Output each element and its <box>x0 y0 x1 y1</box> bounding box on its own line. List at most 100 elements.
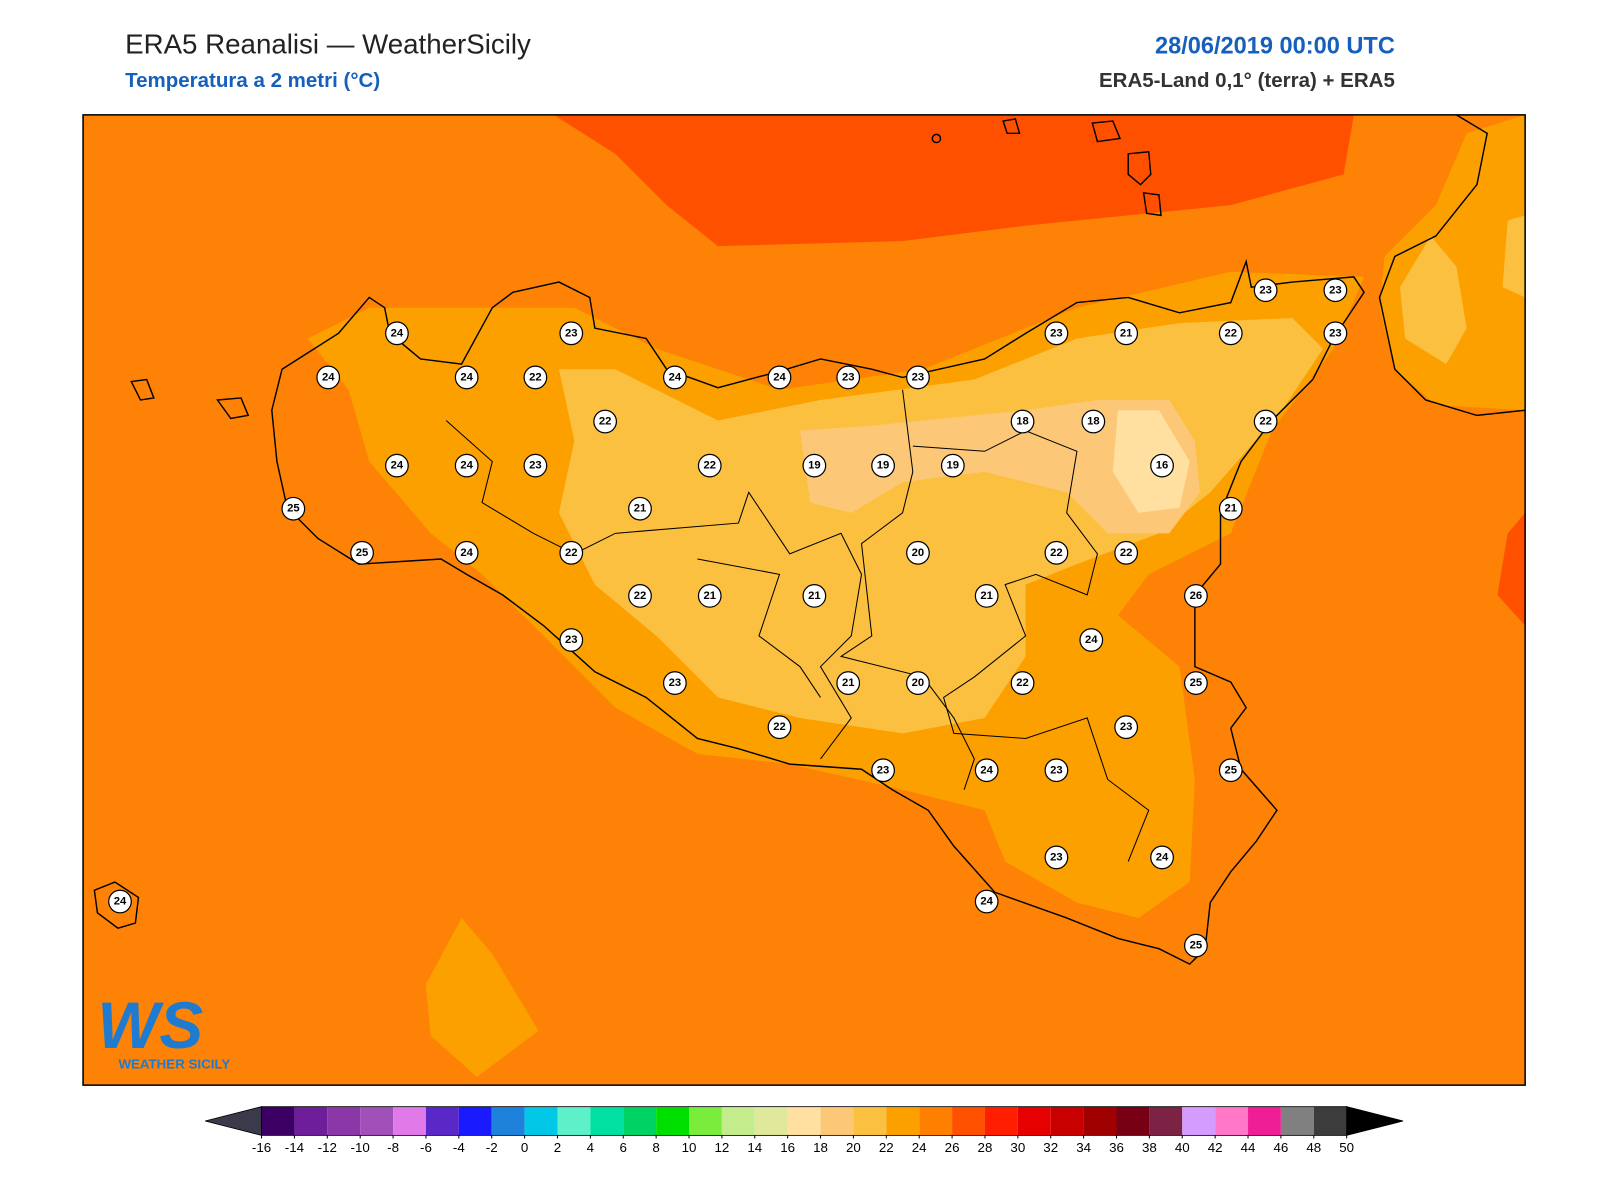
station-marker <box>1010 409 1035 434</box>
station-value: 22 <box>703 460 716 472</box>
colorbar-box <box>1116 1106 1150 1136</box>
province-border <box>697 558 821 698</box>
station-value: 24 <box>460 460 473 472</box>
colorbar-box <box>393 1106 426 1136</box>
colorbar-tick-label: 28 <box>978 1140 993 1155</box>
station-marker <box>974 889 999 914</box>
station-marker <box>1218 758 1243 783</box>
colorbar-box <box>1182 1106 1216 1136</box>
station-marker <box>906 540 930 565</box>
colorbar-tick-label: -6 <box>420 1140 432 1155</box>
station-value: 21 <box>703 590 716 602</box>
colorbar-tick-label: -4 <box>453 1140 465 1155</box>
colorbar-box <box>1083 1106 1117 1136</box>
colorbar-frame <box>261 1106 1348 1136</box>
station-value: 24 <box>460 547 473 559</box>
colorbar-box <box>754 1106 788 1136</box>
station-marker <box>802 583 827 608</box>
station-value: 18 <box>1016 416 1029 428</box>
calabria-coast <box>1378 114 1526 417</box>
station-value: 21 <box>980 590 993 602</box>
station-marker <box>559 321 584 346</box>
station-value: 24 <box>1085 634 1098 646</box>
colorbar-tick-label: 40 <box>1175 1140 1190 1155</box>
station-value: 23 <box>669 677 682 689</box>
colorbar-box <box>425 1106 459 1136</box>
station-value: 16 <box>1156 460 1169 472</box>
station-marker <box>523 453 548 478</box>
colorbar-tick-label: -8 <box>387 1140 399 1155</box>
station-marker <box>1081 409 1106 434</box>
colorbar-tick-label: 18 <box>813 1140 828 1155</box>
station-marker <box>628 583 652 608</box>
station-value: 24 <box>980 764 993 776</box>
station-value: 22 <box>599 416 612 428</box>
island <box>1002 118 1021 135</box>
station-marker <box>1184 933 1208 958</box>
colorbar-box <box>984 1106 1018 1136</box>
station-value: 19 <box>947 460 960 472</box>
colorbar-tick-label: 32 <box>1043 1140 1058 1155</box>
station-marker <box>1114 321 1139 346</box>
station-marker <box>871 453 895 478</box>
sicily-coast <box>271 258 1365 965</box>
colorbar-box <box>360 1106 394 1136</box>
station-value: 23 <box>877 764 890 776</box>
colorbar-box <box>261 1106 295 1136</box>
station-marker <box>1114 540 1139 565</box>
colorbar-box <box>557 1106 591 1136</box>
stations: 24 23 24 24 22 24 24 23 23 23 21 22 23 23 23 22 18 18 22 24… <box>108 278 1348 958</box>
colorbar-box <box>952 1106 985 1136</box>
station-value: 24 <box>114 896 127 908</box>
station-value: 23 <box>565 634 578 646</box>
station-marker <box>1150 845 1174 870</box>
station-value: 23 <box>1329 284 1342 296</box>
island <box>1142 191 1162 217</box>
station-value: 26 <box>1190 590 1203 602</box>
station-marker <box>974 758 999 783</box>
subtitle: Temperatura a 2 metri (°C) <box>125 69 380 92</box>
station-value: 23 <box>1120 721 1133 733</box>
station-value: 19 <box>808 460 821 472</box>
station-marker <box>906 671 930 695</box>
colorbar-box <box>1248 1106 1281 1136</box>
station-marker <box>385 453 409 478</box>
station-value: 23 <box>1050 851 1063 863</box>
station-value: 21 <box>842 677 855 689</box>
colorbar-tick-label: 26 <box>945 1140 960 1155</box>
station-marker <box>1323 321 1348 346</box>
colorbar-box <box>1017 1106 1051 1136</box>
station-marker <box>1079 628 1104 652</box>
island <box>93 881 140 929</box>
station-marker <box>1184 583 1208 608</box>
station-value: 25 <box>356 547 369 559</box>
colorbar-box <box>886 1106 920 1136</box>
island <box>130 378 155 401</box>
station-marker <box>385 321 409 346</box>
colorbar: -16 -14 -12 -10 -8 -6 -4 -2 0 2 4 6 8 10 12 14 16 18 20 22 2… <box>205 1106 1404 1155</box>
colorbar-tick-label: -12 <box>318 1140 337 1155</box>
station-marker <box>1044 321 1069 346</box>
station-marker <box>281 496 306 521</box>
colorbar-tick-label: 44 <box>1241 1140 1256 1155</box>
colorbar-over <box>1346 1106 1404 1136</box>
station-value: 25 <box>1190 677 1203 689</box>
station-value: 25 <box>287 503 300 515</box>
station-value: 22 <box>634 590 647 602</box>
province-border <box>445 420 863 760</box>
station-value: 24 <box>460 371 473 383</box>
field-contour <box>800 400 1200 534</box>
station-marker <box>559 628 584 652</box>
colorbar-box <box>787 1106 821 1136</box>
station-marker <box>662 365 687 390</box>
colorbar-box <box>1149 1106 1183 1136</box>
colorbar-tick-label: 12 <box>714 1140 729 1155</box>
station-value: 21 <box>808 590 821 602</box>
station-value: 24 <box>391 327 404 339</box>
map-area: 24 23 24 24 22 24 24 23 23 23 21 22 23 23 23 22 18 18 22 24… <box>83 114 1526 1086</box>
station-value: 22 <box>1259 416 1272 428</box>
station-value: 24 <box>322 371 335 383</box>
station-value: 25 <box>1225 764 1238 776</box>
station-marker <box>350 540 374 565</box>
